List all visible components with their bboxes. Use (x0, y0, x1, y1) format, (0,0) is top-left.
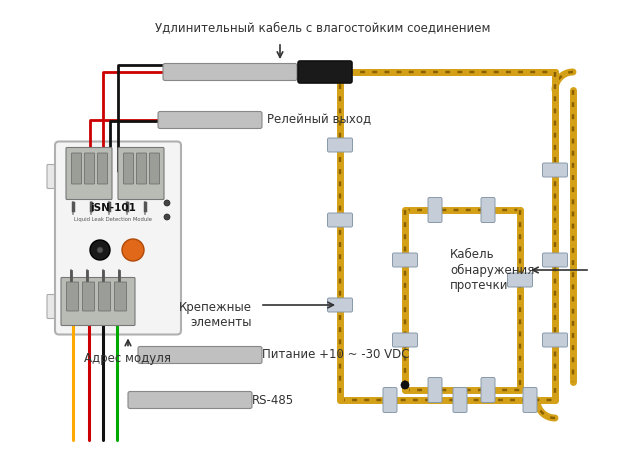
FancyBboxPatch shape (327, 298, 353, 312)
FancyBboxPatch shape (542, 253, 567, 267)
FancyBboxPatch shape (158, 112, 262, 129)
Circle shape (164, 214, 170, 220)
Text: Адрес модуля: Адрес модуля (84, 352, 172, 365)
FancyBboxPatch shape (163, 63, 297, 81)
FancyBboxPatch shape (542, 163, 567, 177)
Text: Liquid Leak Detection Module: Liquid Leak Detection Module (74, 217, 152, 222)
FancyBboxPatch shape (138, 346, 262, 364)
FancyBboxPatch shape (99, 282, 110, 311)
FancyBboxPatch shape (392, 333, 417, 347)
FancyBboxPatch shape (66, 282, 79, 311)
FancyBboxPatch shape (392, 253, 417, 267)
FancyBboxPatch shape (428, 378, 442, 402)
FancyBboxPatch shape (47, 294, 61, 319)
Circle shape (122, 239, 144, 261)
FancyBboxPatch shape (118, 148, 164, 199)
FancyBboxPatch shape (383, 387, 397, 413)
FancyBboxPatch shape (55, 141, 181, 334)
Text: RS-485: RS-485 (252, 393, 294, 406)
Text: Крепежные
элементы: Крепежные элементы (179, 301, 252, 329)
Circle shape (164, 200, 170, 206)
Text: iSN-101: iSN-101 (90, 203, 136, 213)
FancyBboxPatch shape (453, 387, 467, 413)
Circle shape (90, 240, 110, 260)
FancyBboxPatch shape (481, 198, 495, 222)
FancyBboxPatch shape (508, 273, 533, 287)
FancyBboxPatch shape (542, 333, 567, 347)
Text: Питание +10 ~ -30 VDC: Питание +10 ~ -30 VDC (262, 348, 409, 361)
Text: Релейный выход: Релейный выход (267, 113, 371, 126)
FancyBboxPatch shape (149, 153, 159, 184)
Text: Удлинительный кабель с влагостойким соединением: Удлинительный кабель с влагостойким соед… (155, 22, 490, 35)
FancyBboxPatch shape (123, 153, 133, 184)
FancyBboxPatch shape (47, 165, 61, 189)
FancyBboxPatch shape (128, 392, 252, 409)
FancyBboxPatch shape (84, 153, 94, 184)
FancyBboxPatch shape (71, 153, 81, 184)
FancyBboxPatch shape (115, 282, 126, 311)
Circle shape (401, 381, 409, 389)
FancyBboxPatch shape (523, 387, 537, 413)
FancyBboxPatch shape (66, 148, 112, 199)
FancyBboxPatch shape (61, 278, 135, 325)
FancyBboxPatch shape (481, 378, 495, 402)
Circle shape (97, 247, 103, 253)
FancyBboxPatch shape (327, 138, 353, 152)
FancyBboxPatch shape (82, 282, 94, 311)
FancyBboxPatch shape (136, 153, 146, 184)
Text: Кабель
обнаружения
протечки: Кабель обнаружения протечки (450, 248, 534, 292)
FancyBboxPatch shape (428, 198, 442, 222)
FancyBboxPatch shape (327, 213, 353, 227)
FancyBboxPatch shape (97, 153, 107, 184)
FancyBboxPatch shape (298, 61, 352, 83)
